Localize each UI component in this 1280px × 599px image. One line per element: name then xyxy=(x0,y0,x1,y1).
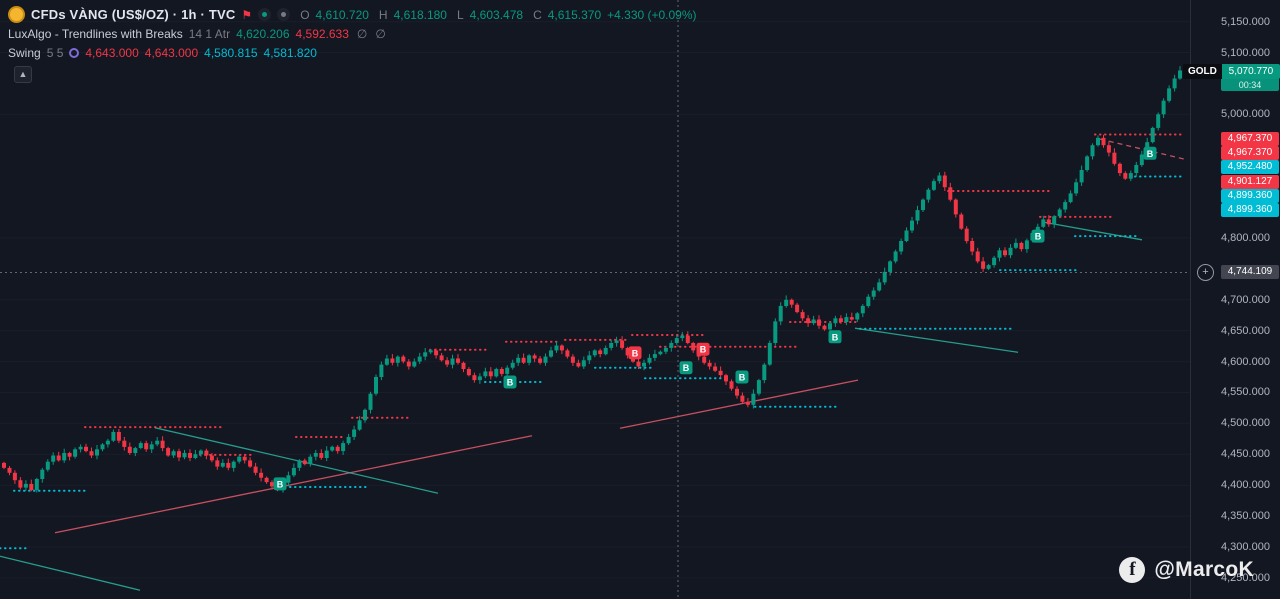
trendline[interactable] xyxy=(1099,138,1187,161)
price-level-chip: 4,952.480 xyxy=(1221,160,1279,174)
price-level-chip: 4,899.360 xyxy=(1221,203,1279,217)
price-tick: 4,500.000 xyxy=(1221,417,1270,430)
price-tick: 5,100.000 xyxy=(1221,46,1270,59)
price-tick: 4,550.000 xyxy=(1221,386,1270,399)
high-value: 4,618.180 xyxy=(393,7,447,22)
swing-indicator-icon xyxy=(69,47,80,58)
close-value: 4,615.370 xyxy=(547,7,602,22)
flag-icon[interactable]: ⚑ xyxy=(241,7,253,22)
svg-text:B: B xyxy=(507,378,514,388)
bar-countdown-chip: 00:34 xyxy=(1221,79,1279,91)
svg-text:B: B xyxy=(632,348,639,358)
trendline[interactable] xyxy=(854,327,1019,353)
break-label-bull: B xyxy=(735,370,749,384)
market-status-icon[interactable] xyxy=(258,8,272,21)
legend-collapse-button[interactable]: ▲ xyxy=(14,66,32,83)
open-value: 4,610.720 xyxy=(315,7,369,22)
indicator-settings-icon[interactable]: ∅ xyxy=(375,26,386,41)
facebook-icon: f xyxy=(1119,557,1146,583)
price-tick: 4,450.000 xyxy=(1221,448,1270,461)
author-watermark: f @MarcoK xyxy=(1119,557,1254,583)
trendline[interactable] xyxy=(619,379,859,429)
price-level-chip: 4,967.370 xyxy=(1221,132,1279,146)
open-label: O xyxy=(300,7,310,22)
price-tick: 4,250.000 xyxy=(1221,571,1270,584)
price-tick: 4,600.000 xyxy=(1221,355,1270,368)
crosshair-price-chip: 4,744.109 xyxy=(1221,265,1279,280)
upper-trendline-value: 4,620.206 xyxy=(236,26,290,41)
last-price-label-group: GOLD 5,070.770 00:34 xyxy=(1183,64,1280,91)
svg-text:B: B xyxy=(832,332,839,342)
trendline[interactable] xyxy=(54,435,533,534)
price-tick: 4,350.000 xyxy=(1221,510,1270,523)
break-label-bull: B xyxy=(679,361,693,375)
price-axis[interactable]: GOLD 5,070.770 00:34 + 4,744.109 5,150.0… xyxy=(1183,0,1280,599)
ticker-symbol-chip: GOLD xyxy=(1183,64,1222,79)
price-tick: 5,000.000 xyxy=(1221,108,1270,121)
more-options-icon[interactable] xyxy=(277,8,291,21)
trendline[interactable] xyxy=(0,555,141,591)
candlestick-series xyxy=(2,66,1182,493)
low-value: 4,603.478 xyxy=(469,7,524,22)
trendline[interactable] xyxy=(1041,221,1143,241)
indicator-row-swing[interactable]: Swing 5 5 4,643.000 4,643.000 4,580.815 … xyxy=(8,43,697,62)
break-label-bull: B xyxy=(1143,146,1157,160)
indicator-name: Swing xyxy=(8,45,41,60)
symbol-title: CFDs VÀNG (US$/OZ) · 1h · TVC xyxy=(31,7,236,22)
svg-text:B: B xyxy=(739,373,746,383)
indicator-params: 5 5 xyxy=(46,45,64,60)
price-tick: 4,650.000 xyxy=(1221,324,1270,337)
indicator-row-luxalgo[interactable]: LuxAlgo - Trendlines with Breaks 14 1 At… xyxy=(8,24,697,43)
break-label-bear: B xyxy=(628,346,642,360)
price-level-chip: 4,899.360 xyxy=(1221,189,1279,203)
break-label-bear: B xyxy=(696,342,710,356)
chart-legend: CFDs VÀNG (US$/OZ) · 1h · TVC ⚑ O 4,610.… xyxy=(8,5,697,62)
swing-value-2: 4,643.000 xyxy=(144,45,199,60)
price-tick: 4,400.000 xyxy=(1221,479,1270,492)
svg-text:B: B xyxy=(277,479,284,489)
break-label-bull: B xyxy=(1031,229,1045,243)
gold-coin-icon xyxy=(8,6,25,23)
svg-text:B: B xyxy=(683,363,690,373)
indicator-params: 14 1 Atr xyxy=(188,26,231,41)
price-tick: 4,800.000 xyxy=(1221,231,1270,244)
high-label: H xyxy=(378,7,388,22)
svg-text:B: B xyxy=(1147,149,1154,159)
price-level-chip: 4,967.370 xyxy=(1221,146,1279,160)
price-tick: 4,700.000 xyxy=(1221,293,1270,306)
swing-value-4: 4,581.820 xyxy=(263,45,317,60)
lower-trendline-value: 4,592.633 xyxy=(295,26,349,41)
break-label-bull: B xyxy=(273,477,287,491)
last-price-chip: 5,070.770 xyxy=(1221,64,1280,79)
trendline[interactable] xyxy=(154,427,439,494)
close-label: C xyxy=(533,7,542,22)
symbol-row[interactable]: CFDs VÀNG (US$/OZ) · 1h · TVC ⚑ O 4,610.… xyxy=(8,5,697,24)
break-label-bull: B xyxy=(503,375,517,389)
indicator-name: LuxAlgo - Trendlines with Breaks xyxy=(8,26,183,41)
change-value: +4.330 (+0.09%) xyxy=(607,7,697,22)
break-label-bull: B xyxy=(828,330,842,344)
price-tick: 5,150.000 xyxy=(1221,15,1270,28)
svg-text:B: B xyxy=(700,345,707,355)
price-tick: 4,300.000 xyxy=(1221,540,1270,553)
price-level-chip: 4,901.127 xyxy=(1221,175,1279,189)
hide-indicator-icon[interactable]: ∅ xyxy=(356,26,368,41)
low-label: L xyxy=(456,7,464,22)
add-alert-button[interactable]: + xyxy=(1197,264,1214,282)
author-handle: @MarcoK xyxy=(1154,558,1254,581)
svg-text:B: B xyxy=(1035,232,1042,242)
swing-value-1: 4,643.000 xyxy=(85,45,139,60)
swing-value-3: 4,580.815 xyxy=(204,45,258,60)
